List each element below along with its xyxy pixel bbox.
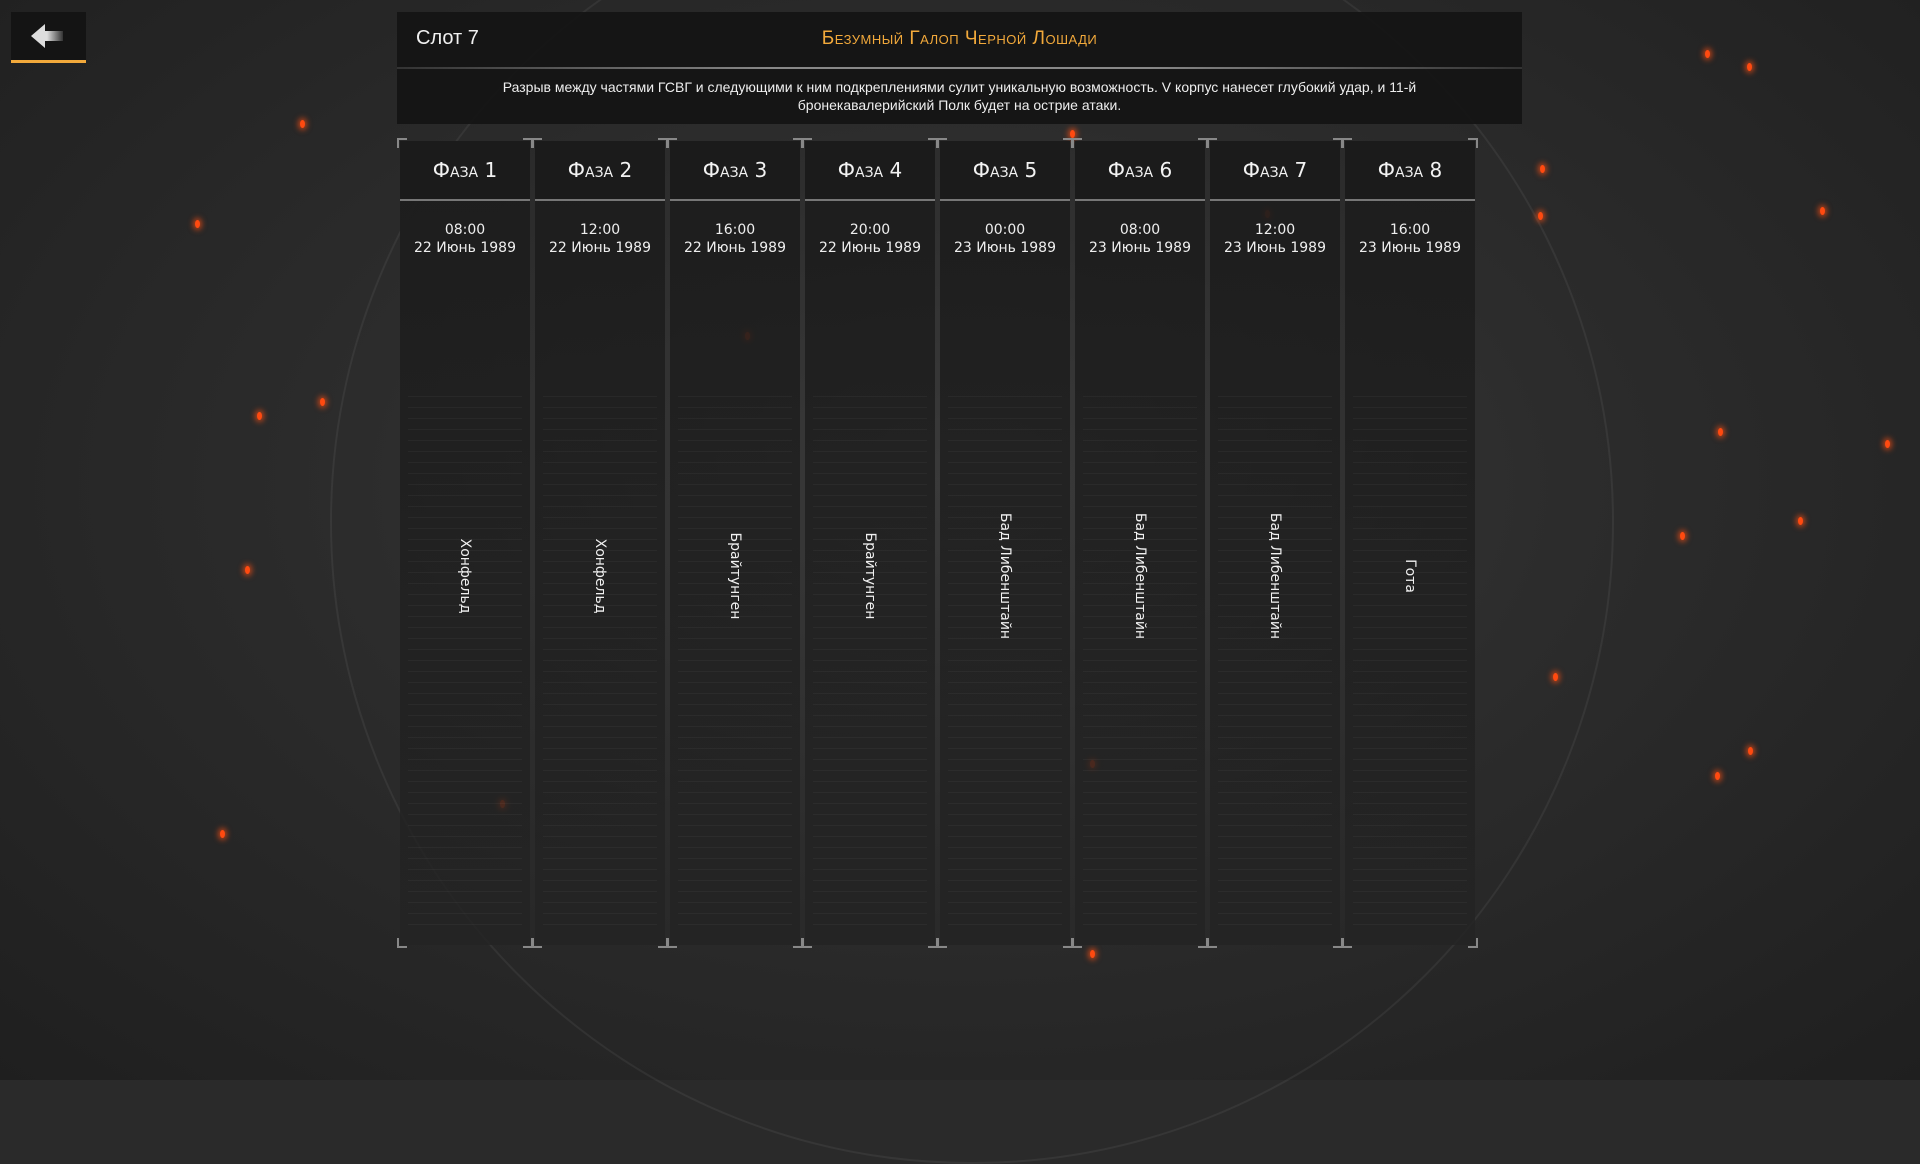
phase-time: 12:00 [1210,221,1340,239]
corner-bracket [1468,938,1478,948]
phase-date: 23 Июнь 1989 [1210,239,1340,257]
ember [1538,212,1543,220]
header-divider [397,67,1522,69]
ember [257,412,262,420]
corner-bracket [1342,138,1352,148]
ember [1540,165,1545,173]
ember [195,220,200,228]
corner-bracket [532,138,542,148]
phase-decoration [678,386,792,925]
corner-bracket [937,138,947,148]
ember [320,398,325,406]
ember [1748,747,1753,755]
ember [1885,440,1890,448]
phase-time: 16:00 [1345,221,1475,239]
phase-decoration [1353,386,1467,925]
corner-bracket [937,938,947,948]
phase-time: 08:00 [400,221,530,239]
phase-date: 22 Июнь 1989 [535,239,665,257]
ember [1680,532,1685,540]
phase-location: Хонфельд [592,539,608,614]
phase-time: 12:00 [535,221,665,239]
ember [1553,673,1558,681]
corner-bracket [1072,138,1082,148]
back-button[interactable] [11,12,86,63]
phase-date: 23 Июнь 1989 [1075,239,1205,257]
phase-decoration [543,386,657,925]
ember [300,120,305,128]
corner-bracket [667,138,677,148]
corner-bracket [667,938,677,948]
phase-decoration [408,386,522,925]
phase-date: 23 Июнь 1989 [1345,239,1475,257]
mission-header: Слот 7 Безумный Галоп Черной Лошади Разр… [397,12,1522,124]
phase-label: Фаза 1 [400,141,530,201]
phase-location: Гота [1402,559,1418,593]
phase-date: 22 Июнь 1989 [400,239,530,257]
phase-label: Фаза 5 [940,141,1070,201]
phase-card-5[interactable]: Фаза 5 00:00 23 Июнь 1989 Бад Либенштайн [940,141,1070,945]
corner-bracket [1342,938,1352,948]
corner-bracket [802,938,812,948]
corner-bracket [1468,138,1478,148]
corner-bracket [397,138,407,148]
corner-bracket [802,138,812,148]
corner-bracket [1072,938,1082,948]
phase-location: Бад Либенштайн [1132,513,1148,639]
phase-card-8[interactable]: Фаза 8 16:00 23 Июнь 1989 Гота [1345,141,1475,945]
phase-label: Фаза 2 [535,141,665,201]
phase-card-1[interactable]: Фаза 1 08:00 22 Июнь 1989 Хонфельд [400,141,530,945]
phase-time: 16:00 [670,221,800,239]
phase-decoration [948,386,1062,925]
corner-bracket [532,938,542,948]
phase-time: 08:00 [1075,221,1205,239]
phase-time: 00:00 [940,221,1070,239]
phase-location: Брайтунген [727,533,743,620]
ember [1705,50,1710,58]
arrow-left-icon [29,23,69,49]
ember [1718,428,1723,436]
phase-date: 22 Июнь 1989 [670,239,800,257]
phase-label: Фаза 7 [1210,141,1340,201]
corner-bracket [1207,138,1217,148]
phase-label: Фаза 3 [670,141,800,201]
phase-date: 22 Июнь 1989 [805,239,935,257]
mission-title: Безумный Галоп Черной Лошади [397,28,1522,50]
ember [1715,772,1720,780]
phase-label: Фаза 4 [805,141,935,201]
mission-description: Разрыв между частями ГСВГ и следующими к… [437,78,1482,114]
phase-label: Фаза 6 [1075,141,1205,201]
phase-card-6[interactable]: Фаза 6 08:00 23 Июнь 1989 Бад Либенштайн [1075,141,1205,945]
phase-card-4[interactable]: Фаза 4 20:00 22 Июнь 1989 Брайтунген [805,141,935,945]
phase-location: Бад Либенштайн [997,513,1013,639]
phase-label: Фаза 8 [1345,141,1475,201]
ember [220,830,225,838]
ember [1747,63,1752,71]
phase-decoration [813,386,927,925]
phase-location: Бад Либенштайн [1267,513,1283,639]
phase-decoration [1083,386,1197,925]
phase-card-2[interactable]: Фаза 2 12:00 22 Июнь 1989 Хонфельд [535,141,665,945]
phase-decoration [1218,386,1332,925]
phase-location: Брайтунген [862,533,878,620]
corner-bracket [397,938,407,948]
ember [1090,950,1095,958]
phase-card-3[interactable]: Фаза 3 16:00 22 Июнь 1989 Брайтунген [670,141,800,945]
ember [1798,517,1803,525]
phase-date: 23 Июнь 1989 [940,239,1070,257]
phase-time: 20:00 [805,221,935,239]
corner-bracket [1207,938,1217,948]
phase-location: Хонфельд [457,539,473,614]
ember [245,566,250,574]
phase-card-7[interactable]: Фаза 7 12:00 23 Июнь 1989 Бад Либенштайн [1210,141,1340,945]
ember [1820,207,1825,215]
ember [1070,130,1075,138]
